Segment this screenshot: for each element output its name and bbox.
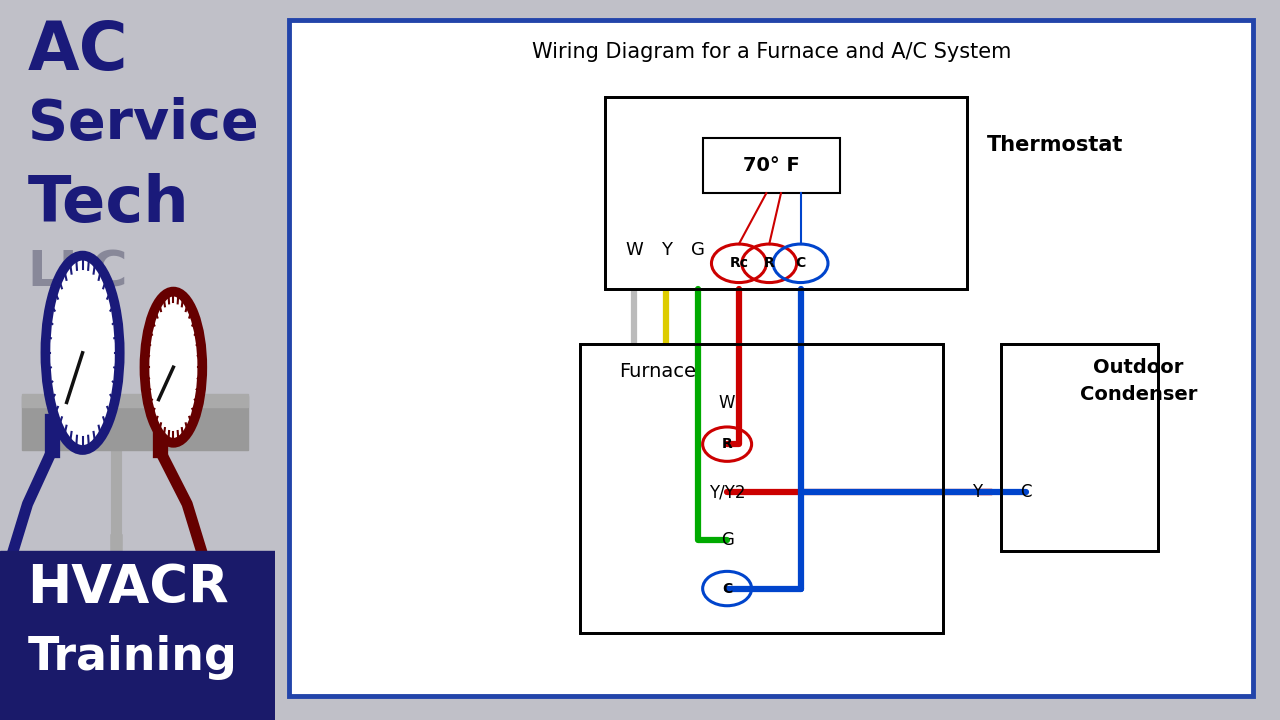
Circle shape [145, 292, 202, 443]
Text: Rc: Rc [730, 256, 749, 270]
Text: Y: Y [972, 483, 982, 501]
Text: Furnace: Furnace [620, 361, 696, 381]
Text: W: W [719, 394, 736, 412]
FancyBboxPatch shape [580, 344, 942, 634]
Text: Y/Y2: Y/Y2 [709, 483, 745, 501]
FancyBboxPatch shape [703, 138, 840, 193]
Circle shape [45, 256, 120, 450]
FancyBboxPatch shape [289, 20, 1253, 696]
Text: R: R [722, 437, 732, 451]
FancyBboxPatch shape [604, 97, 968, 289]
Text: Tech: Tech [28, 173, 189, 235]
Text: Y: Y [660, 240, 672, 258]
Text: C: C [722, 582, 732, 595]
Text: G: G [721, 531, 733, 549]
Bar [22, 396, 248, 450]
Text: W: W [625, 240, 643, 258]
Text: R: R [764, 256, 774, 270]
Text: 70° F: 70° F [742, 156, 800, 175]
Text: C: C [795, 256, 805, 270]
Text: AC: AC [28, 18, 128, 84]
Bar [22, 394, 248, 407]
Bar [0, 551, 275, 720]
Text: Training: Training [28, 635, 237, 680]
Text: G: G [691, 240, 705, 258]
Text: LLC: LLC [28, 248, 128, 297]
Text: Thermostat: Thermostat [987, 135, 1123, 155]
FancyBboxPatch shape [1001, 344, 1158, 551]
Text: C: C [1020, 483, 1032, 501]
Text: Outdoor
Condenser: Outdoor Condenser [1080, 358, 1197, 404]
Text: HVACR: HVACR [28, 562, 229, 613]
Text: Service: Service [28, 97, 259, 151]
Text: Wiring Diagram for a Furnace and A/C System: Wiring Diagram for a Furnace and A/C Sys… [531, 42, 1011, 62]
